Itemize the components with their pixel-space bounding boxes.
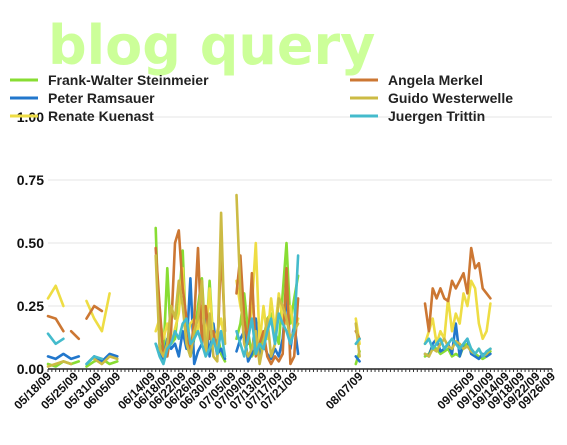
series-line-3-segment-1 <box>69 329 81 341</box>
series-line-4-segment-3 <box>235 193 300 366</box>
series-line-2-segment-5 <box>423 279 492 346</box>
series-line-3-segment-0 <box>46 314 65 333</box>
series-line-5-segment-4 <box>354 337 361 346</box>
y-tick-label: 0.75 <box>17 172 44 188</box>
series-line-5-segment-5 <box>423 337 492 358</box>
y-tick-label: 0.25 <box>17 298 44 314</box>
series-line-5-segment-1 <box>85 355 104 366</box>
series-line-3-segment-2 <box>85 304 104 320</box>
series-line-1-segment-0 <box>46 352 81 361</box>
legend-label: Renate Kuenast <box>48 108 154 124</box>
legend-label: Guido Westerwelle <box>388 90 513 106</box>
y-tick-label: 0.50 <box>17 235 44 251</box>
series-line-1-segment-4 <box>354 355 361 363</box>
series-line-5-segment-2 <box>154 317 227 366</box>
series-line-3-segment-6 <box>423 246 492 333</box>
series-line-4-segment-2 <box>154 211 227 363</box>
series-line-5-segment-3 <box>235 254 300 358</box>
series-line-2-segment-0 <box>46 284 65 308</box>
legend-label: Frank-Walter Steinmeier <box>48 72 209 88</box>
legend-label: Peter Ramsauer <box>48 90 155 106</box>
grid-lines <box>48 116 552 307</box>
y-tick-label: 0.00 <box>17 361 44 377</box>
chart-title: blog query <box>48 14 375 77</box>
legend-label: Juergen Trittin <box>388 108 485 124</box>
x-tick-label: 08/07/09 <box>323 369 366 412</box>
series-line-4-segment-0 <box>46 360 73 368</box>
legend: Frank-Walter Steinmeier Peter Ramsauer Ren… <box>10 72 513 124</box>
series-line-5-segment-0 <box>46 332 65 346</box>
series-line-2-segment-1 <box>85 292 111 333</box>
series-lines <box>46 193 492 368</box>
series-line-4-segment-1 <box>92 355 119 366</box>
series-line-3-segment-4 <box>235 254 300 366</box>
axes <box>47 368 553 372</box>
legend-label: Angela Merkel <box>388 72 483 88</box>
